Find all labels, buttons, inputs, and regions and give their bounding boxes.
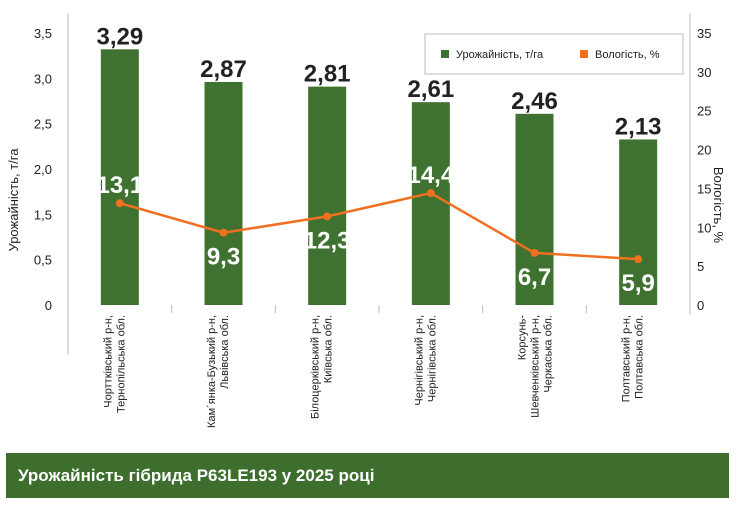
x-tick-label: Львівська обл. [219, 315, 231, 389]
line-data-label: 9,3 [207, 244, 240, 271]
y-tick-label: 3,5 [34, 26, 52, 41]
y-right-tick-label: 35 [697, 26, 711, 41]
bar-data-label: 2,61 [407, 76, 454, 103]
line-point [323, 212, 332, 221]
x-tick-label: Полтавська обл. [634, 315, 646, 399]
x-tick-label: Чорттківський р-н, [102, 315, 114, 408]
chart-title: Урожайність гібрида Р63LE193 у 2025 році [6, 453, 729, 498]
bar [619, 139, 658, 305]
line-point [426, 189, 435, 198]
legend-box [424, 33, 684, 75]
y-right-tick-label: 10 [697, 220, 711, 235]
y-tick-label: 1,5 [34, 207, 52, 222]
y-right-tick-label: 0 [697, 298, 704, 313]
line-point [530, 248, 539, 257]
y-right-tick-label: 30 [697, 65, 711, 80]
y-right-tick-label: 15 [697, 181, 711, 196]
bar-data-label: 3,29 [96, 23, 143, 50]
x-tick-label: Чернігівський р-н, [413, 315, 425, 406]
x-tick-label: Полтавський р-н, [621, 315, 633, 402]
x-tick-label: Корсунь- [517, 315, 529, 360]
bar-data-label: 2,13 [615, 113, 662, 140]
y-right-axis-title: Вологість, % [711, 167, 726, 244]
x-tick-label: Шевченківський р-н, [530, 315, 542, 418]
y-tick-label: 0 [45, 298, 52, 313]
chart-svg: 3,5 3,0 2,5 2,0 1,5 0,5 0 35 30 25 20 15 10 5 0 Урожайн… [6, 13, 726, 428]
line-data-label: 12,3 [304, 227, 351, 254]
bar-data-label: 2,87 [200, 56, 247, 83]
bar-data-label: 2,46 [511, 88, 558, 115]
line-series [119, 191, 639, 261]
line-data-label: 13,1 [96, 172, 143, 199]
bar [308, 86, 347, 305]
y-tick-label: 2,0 [34, 162, 52, 177]
legend-label-yield: Урожайність, т/га [456, 49, 544, 61]
bar [515, 113, 554, 305]
x-tick-label: Чернігівська обл. [426, 315, 438, 402]
line-data-label: 6,7 [518, 264, 551, 291]
line-point [219, 228, 228, 237]
line-data-label: 5,9 [621, 270, 654, 297]
line-data-label: 14,4 [407, 162, 454, 189]
bar [100, 49, 139, 305]
y-right-tick-label: 25 [697, 104, 711, 119]
x-tick-label: Білоцерківський р-н, [310, 315, 322, 419]
line-point [634, 255, 643, 264]
bar-data-label: 2,81 [304, 61, 351, 88]
y-tick-label: 0,5 [34, 253, 52, 268]
y-axis-title: Урожайність, т/га [6, 148, 21, 252]
legend-label-moisture: Вологість, % [595, 49, 660, 61]
line-point [115, 199, 124, 208]
x-tick-label: Київська обл. [323, 315, 335, 383]
y-tick-label: 3,0 [34, 71, 52, 86]
legend-swatch-yield [441, 50, 449, 58]
y-tick-label: 2,5 [34, 117, 52, 132]
y-right-tick-label: 5 [697, 259, 704, 274]
bar [411, 102, 450, 305]
y-right-tick-label: 20 [697, 143, 711, 158]
x-tick-label: Тернопільська обл. [115, 315, 127, 413]
x-tick-label: Черкаська обл. [543, 315, 555, 393]
legend-swatch-moisture [580, 50, 588, 58]
bar [204, 81, 243, 306]
x-tick-label: Кам´янка-Бузький р-н, [206, 315, 218, 428]
